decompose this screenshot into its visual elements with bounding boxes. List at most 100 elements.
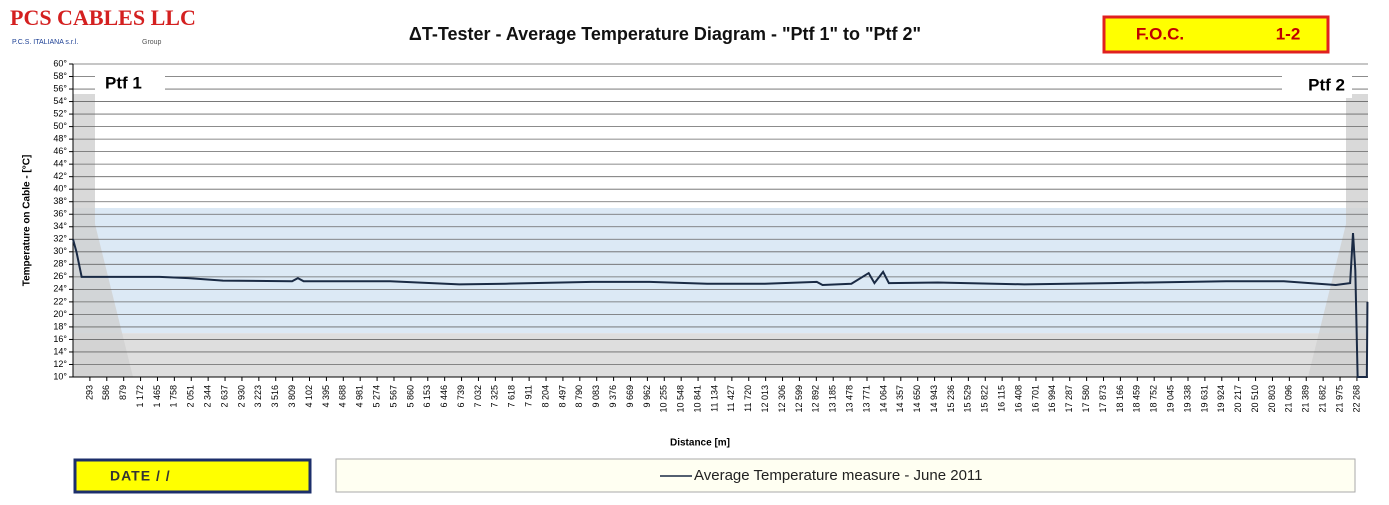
series-line (72, 232, 1369, 378)
y-tick-label: 24° (53, 284, 67, 294)
x-tick-label: 16 994 (1047, 385, 1057, 413)
x-tick-label: 18 459 (1132, 385, 1142, 413)
x-tick-label: 14 357 (895, 385, 905, 413)
x-tick-label: 12 892 (811, 385, 821, 413)
chart-title: ΔT-Tester - Average Temperature Diagram … (409, 24, 921, 44)
x-tick-label: 10 841 (692, 385, 702, 413)
end-cone (73, 94, 133, 377)
y-tick-label: 26° (53, 271, 67, 281)
x-tick-label: 9 376 (608, 385, 618, 408)
x-tick-label: 13 185 (828, 385, 838, 413)
y-tick-label: 22° (53, 296, 67, 306)
x-tick-label: 2 344 (203, 385, 213, 408)
x-tick-label: 21 975 (1334, 385, 1344, 413)
y-tick-label: 36° (53, 209, 67, 219)
x-tick-label: 10 548 (676, 385, 686, 413)
y-tick-label: 40° (53, 184, 67, 194)
x-tick-label: 19 045 (1165, 385, 1175, 413)
x-tick-label: 11 134 (709, 385, 719, 412)
x-tick-label: 4 102 (304, 385, 314, 408)
x-tick-label: 9 962 (642, 385, 652, 408)
y-tick-label: 52° (53, 108, 67, 118)
y-tick-label: 42° (53, 171, 67, 181)
x-tick-label: 4 395 (321, 385, 331, 408)
x-tick-label: 14 943 (929, 385, 939, 413)
x-tick-label: 21 096 (1284, 385, 1294, 413)
y-tick-label: 54° (53, 96, 67, 106)
x-tick-label: 5 274 (371, 385, 381, 408)
x-tick-label: 7 325 (490, 385, 500, 408)
x-tick-label: 586 (101, 385, 111, 400)
end-cone (1308, 94, 1368, 377)
x-tick-label: 15 822 (980, 385, 990, 413)
y-tick-label: 60° (53, 58, 67, 68)
y-tick-label: 16° (53, 334, 67, 344)
y-tick-label: 12° (53, 359, 67, 369)
x-tick-label: 13 771 (861, 385, 871, 413)
x-tick-label: 17 580 (1081, 385, 1091, 413)
x-tick-label: 19 338 (1182, 385, 1192, 413)
y-tick-label: 56° (53, 83, 67, 93)
badge-right: 1-2 (1276, 24, 1301, 43)
badge-left: F.O.C. (1136, 24, 1184, 43)
brand-group: Group (142, 39, 162, 46)
x-tick-label: 879 (118, 385, 128, 400)
y-tick-label: 34° (53, 221, 67, 231)
end-label: Ptf 2 (1308, 75, 1345, 94)
y-tick-label: 44° (53, 159, 67, 169)
x-tick-label: 16 701 (1030, 385, 1040, 413)
y-tick-label: 38° (53, 196, 67, 206)
x-tick-label: 6 446 (439, 385, 449, 408)
y-tick-label: 58° (53, 71, 67, 81)
x-tick-label: 3 223 (253, 385, 263, 408)
y-axis-label: Temperature on Cable - [°C] (22, 155, 33, 287)
x-tick-label: 17 287 (1064, 385, 1074, 413)
x-tick-label: 4 688 (338, 385, 348, 408)
x-tick-label: 21 389 (1301, 385, 1311, 413)
x-tick-label: 19 631 (1199, 385, 1209, 413)
x-tick-label: 293 (84, 385, 94, 400)
y-tick-label: 32° (53, 234, 67, 244)
brand: PCS CABLES LLC (10, 5, 196, 30)
x-tick-label: 6 739 (456, 385, 466, 408)
x-tick-label: 15 236 (946, 385, 956, 413)
x-tick-label: 2 051 (186, 385, 196, 408)
x-tick-label: 7 032 (473, 385, 483, 408)
x-tick-label: 3 516 (270, 385, 280, 408)
y-tick-label: 50° (53, 121, 67, 131)
badge (1102, 15, 1330, 54)
x-tick-label: 13 478 (844, 385, 854, 413)
x-tick-label: 9 669 (625, 385, 635, 408)
x-tick-label: 1 465 (152, 385, 162, 408)
band (73, 333, 1368, 377)
x-tick-label: 18 752 (1149, 385, 1159, 413)
x-tick-label: 18 166 (1115, 385, 1125, 413)
x-tick-label: 20 217 (1233, 385, 1243, 413)
brand-sub: P.C.S. ITALIANA s.r.l. (12, 39, 78, 46)
x-tick-label: 11 720 (743, 385, 753, 412)
start-label: Ptf 1 (105, 73, 142, 92)
y-tick-label: 20° (53, 309, 67, 319)
x-tick-label: 8 497 (557, 385, 567, 408)
legend-label: Average Temperature measure - June 2011 (694, 467, 983, 484)
x-tick-label: 20 510 (1250, 385, 1260, 413)
x-tick-label: 1 172 (135, 385, 145, 408)
x-tick-label: 7 911 (524, 385, 534, 407)
band (73, 207, 1368, 334)
x-tick-label: 7 618 (507, 385, 517, 408)
y-tick-label: 10° (53, 371, 67, 381)
x-tick-label: 8 790 (574, 385, 584, 408)
date-box (73, 458, 312, 494)
x-tick-label: 9 083 (591, 385, 601, 408)
x-tick-label: 21 682 (1318, 385, 1328, 413)
x-axis-label: Distance [m] (670, 438, 730, 449)
x-tick-label: 12 306 (777, 385, 787, 413)
x-tick-label: 16 408 (1013, 385, 1023, 413)
x-tick-label: 8 204 (540, 385, 550, 408)
legend (335, 458, 1356, 493)
y-tick-label: 28° (53, 259, 67, 269)
date-label: DATE / / (110, 468, 171, 484)
x-tick-label: 20 803 (1267, 385, 1277, 413)
y-tick-label: 48° (53, 133, 67, 143)
